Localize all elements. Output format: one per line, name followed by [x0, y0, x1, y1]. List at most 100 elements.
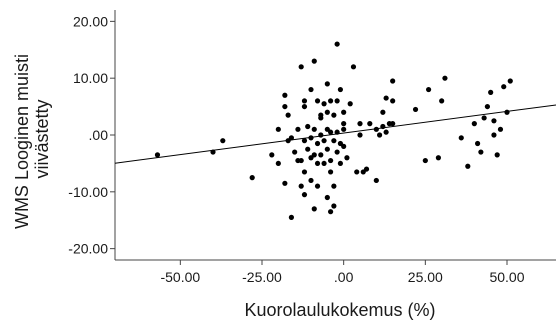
- data-point: [390, 98, 396, 104]
- data-point: [249, 175, 255, 181]
- data-point: [422, 157, 428, 164]
- data-point: [298, 64, 304, 70]
- data-point: [334, 149, 340, 155]
- data-point: [390, 121, 396, 127]
- data-point: [471, 121, 477, 127]
- data-point: [331, 203, 337, 209]
- data-point: [501, 84, 507, 90]
- data-point: [383, 129, 389, 135]
- data-point: [331, 183, 337, 189]
- y-axis-title-line-2: viivästetty: [32, 99, 52, 178]
- y-tick-label: -20.00: [68, 241, 108, 257]
- y-axis-title-line-1: WMS Looginen muisti: [12, 54, 32, 229]
- data-point: [373, 126, 379, 132]
- data-point: [334, 41, 340, 47]
- data-point: [301, 98, 308, 104]
- data-point: [220, 138, 226, 144]
- data-point: [324, 109, 330, 115]
- data-point: [282, 103, 288, 110]
- y-tick-label: .00: [89, 127, 109, 143]
- data-point: [341, 126, 347, 132]
- data-point: [328, 129, 334, 135]
- data-point: [481, 115, 487, 121]
- x-tick-label: 25.00: [408, 269, 443, 285]
- data-point: [442, 75, 448, 81]
- data-point: [318, 112, 324, 118]
- data-point: [328, 157, 334, 164]
- data-point: [390, 78, 396, 84]
- data-point: [347, 101, 353, 107]
- x-tick-label: -50.00: [160, 269, 200, 285]
- data-point: [314, 98, 321, 104]
- y-axis-ticks: 20.00 10.00 .00 -10.00 -20.00: [68, 13, 115, 257]
- data-point: [318, 152, 324, 158]
- data-point: [298, 157, 304, 164]
- data-point: [328, 169, 334, 175]
- data-point: [318, 132, 324, 138]
- data-point: [354, 169, 360, 175]
- data-point: [305, 123, 311, 130]
- data-point: [301, 138, 308, 144]
- data-point: [367, 121, 373, 127]
- x-axis-title: Kuorolaulukokemus (%): [244, 300, 435, 320]
- data-point: [324, 146, 330, 152]
- data-point: [311, 58, 317, 64]
- data-point: [491, 132, 497, 138]
- data-point: [324, 194, 330, 201]
- data-point: [380, 109, 386, 115]
- data-point: [328, 209, 334, 215]
- data-point: [357, 132, 363, 138]
- data-point: [373, 177, 379, 184]
- data-point: [308, 135, 314, 141]
- data-point: [275, 160, 281, 167]
- data-point: [305, 146, 311, 152]
- data-point: [275, 126, 281, 132]
- data-point: [282, 180, 288, 186]
- data-point: [295, 126, 301, 132]
- data-point: [288, 135, 294, 141]
- data-point: [507, 78, 513, 84]
- data-point: [341, 109, 347, 115]
- data-point: [341, 121, 347, 127]
- data-point: [435, 155, 441, 161]
- data-point: [324, 81, 330, 87]
- data-point: [314, 160, 321, 167]
- data-point: [321, 138, 327, 144]
- data-point: [465, 163, 471, 169]
- data-point: [337, 160, 343, 167]
- x-tick-label: -25.00: [242, 269, 282, 285]
- data-point: [308, 177, 314, 184]
- x-axis-ticks: -50.00 -25.00 .00 25.00 50.00: [160, 260, 525, 285]
- data-point: [383, 95, 389, 101]
- x-tick-label: 50.00: [489, 269, 524, 285]
- data-point: [301, 169, 308, 175]
- data-point: [363, 166, 370, 172]
- data-point: [328, 98, 334, 104]
- data-point: [412, 106, 419, 113]
- data-point: [504, 109, 510, 115]
- data-point: [285, 112, 291, 118]
- data-point: [439, 98, 445, 104]
- data-point: [334, 129, 340, 135]
- data-point: [494, 152, 500, 158]
- data-point: [488, 89, 494, 95]
- data-point: [350, 64, 357, 70]
- data-point: [292, 149, 298, 155]
- data-point: [331, 138, 337, 144]
- data-point: [210, 149, 216, 155]
- data-point: [484, 103, 490, 110]
- data-point: [497, 126, 504, 132]
- points-layer: [154, 41, 513, 220]
- x-tick-label: .00: [334, 269, 354, 285]
- data-point: [301, 192, 308, 198]
- data-point: [311, 206, 317, 212]
- y-tick-label: -10.00: [68, 184, 108, 200]
- data-point: [282, 92, 288, 98]
- data-point: [475, 140, 481, 147]
- data-point: [321, 101, 327, 107]
- data-point: [334, 98, 340, 104]
- data-point: [314, 183, 321, 189]
- data-point: [288, 214, 294, 220]
- y-tick-label: 10.00: [73, 70, 108, 86]
